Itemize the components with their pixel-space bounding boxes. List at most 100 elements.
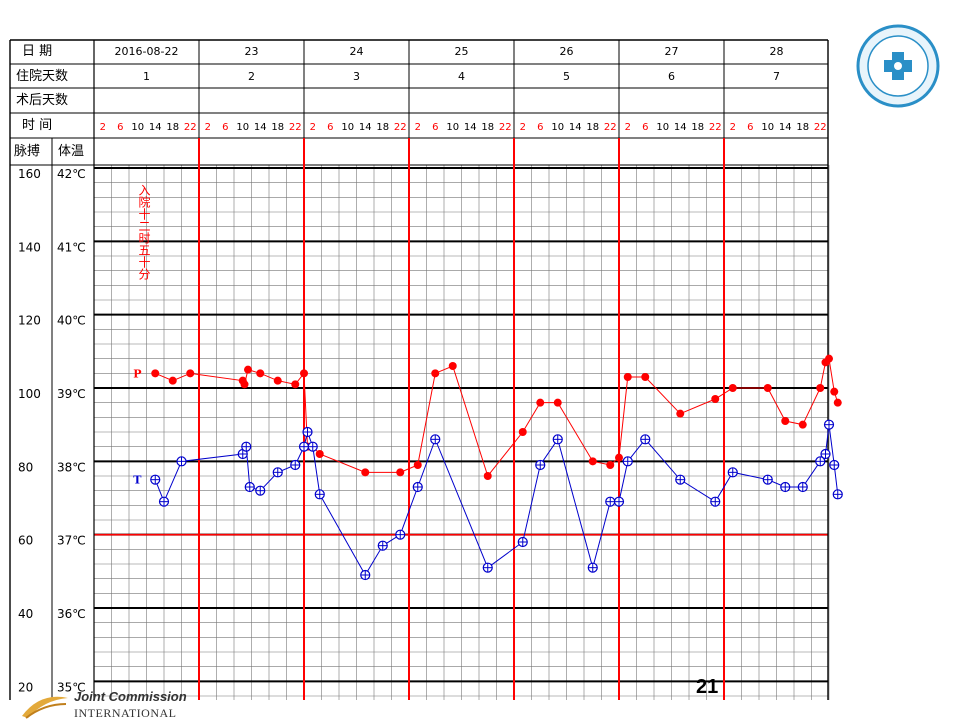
pulse-tick-label: 140 bbox=[18, 240, 41, 254]
temperature-point bbox=[302, 426, 313, 438]
temperature-axis-title: 体温 bbox=[58, 144, 84, 159]
pulse-point bbox=[315, 449, 324, 458]
jci-logo: Joint Commission INTERNATIONAL bbox=[18, 689, 198, 720]
chart-header-table: 日 期 住院天数 术后天数 时 间 脉搏 体温 bbox=[14, 44, 84, 159]
hour-slot-label: 18 bbox=[376, 122, 389, 133]
temperature-point bbox=[272, 467, 283, 478]
pulse-point bbox=[536, 398, 545, 407]
temperature-point bbox=[360, 569, 371, 581]
pulse-tick-label: 160 bbox=[18, 167, 41, 181]
pulse-point bbox=[151, 369, 160, 378]
pulse-point bbox=[615, 453, 623, 462]
temperature-point bbox=[675, 474, 686, 485]
pulse-tick-label: 60 bbox=[18, 534, 33, 548]
hour-slot-label: 22 bbox=[499, 122, 512, 133]
temperature-point bbox=[797, 481, 808, 493]
pulse-point bbox=[256, 369, 265, 378]
stay-days-row-label: 住院天数 bbox=[16, 69, 68, 84]
pulse-point bbox=[676, 409, 685, 418]
temperature-point bbox=[430, 434, 441, 445]
hour-slot-label: 6 bbox=[327, 122, 333, 133]
temperature-point bbox=[605, 496, 616, 507]
hour-slot-label: 6 bbox=[222, 122, 228, 133]
hour-slot-label: 2 bbox=[730, 122, 736, 133]
temperature-point bbox=[176, 456, 187, 467]
day-date-label: 28 bbox=[770, 45, 784, 58]
temperature-point bbox=[640, 434, 651, 445]
day-stay-label: 1 bbox=[143, 70, 150, 83]
temperature-tick-label: 41℃ bbox=[57, 240, 86, 254]
temperature-point bbox=[587, 562, 598, 573]
pulse-point bbox=[448, 361, 457, 370]
day-date-label: 23 bbox=[245, 45, 259, 58]
hour-slot-label: 2 bbox=[415, 122, 421, 133]
hour-slot-label: 22 bbox=[289, 122, 302, 133]
jci-name-line1: Joint Commission bbox=[74, 689, 187, 704]
hour-slot-label: 14 bbox=[569, 122, 582, 133]
time-row-label: 时 间 bbox=[22, 118, 52, 133]
temperature-tick-label: 38℃ bbox=[57, 460, 86, 474]
pulse-point bbox=[518, 427, 527, 436]
hour-slot-label: 10 bbox=[131, 122, 144, 133]
pulse-tick-label: 20 bbox=[18, 680, 33, 694]
temperature-point bbox=[552, 434, 563, 445]
pulse-point bbox=[553, 398, 562, 407]
pulse-point bbox=[825, 354, 833, 363]
temperature-point bbox=[829, 459, 840, 471]
temperature-point bbox=[241, 441, 252, 452]
hour-slot-label: 14 bbox=[779, 122, 792, 133]
pulse-point bbox=[763, 383, 772, 392]
temperature-tick-label: 42℃ bbox=[57, 167, 86, 181]
pulse-point bbox=[816, 383, 825, 392]
hospital-seal-logo bbox=[856, 24, 940, 108]
temperature-tick-label: 39℃ bbox=[57, 387, 86, 401]
pulse-point bbox=[606, 460, 615, 469]
temperature-point bbox=[820, 448, 831, 460]
hour-slot-label: 14 bbox=[464, 122, 477, 133]
pulse-point bbox=[781, 416, 790, 425]
pulse-point bbox=[833, 398, 842, 407]
jci-swoosh-icon bbox=[22, 696, 68, 719]
day-date-label: 25 bbox=[455, 45, 469, 58]
hour-slot-label: 18 bbox=[166, 122, 179, 133]
hour-slot-label: 18 bbox=[481, 122, 494, 133]
hour-slot-label: 18 bbox=[796, 122, 809, 133]
hour-slot-label: 2 bbox=[205, 122, 211, 133]
pulse-tick-label: 80 bbox=[18, 460, 33, 474]
temperature-point bbox=[710, 496, 721, 507]
day-columns-header: 2016-08-22 1 23 2 24 3 25 4 26 5 27 6 28 7 bbox=[115, 45, 784, 83]
pulse-point bbox=[300, 369, 308, 378]
page-number: 21 bbox=[696, 676, 719, 698]
pulse-point bbox=[291, 380, 300, 389]
day-stay-label: 5 bbox=[563, 70, 570, 83]
pulse-point bbox=[728, 383, 737, 392]
hour-slot-label: 6 bbox=[432, 122, 438, 133]
temperature-point bbox=[244, 481, 255, 493]
hour-slot-label: 2 bbox=[100, 122, 106, 133]
temperature-point bbox=[314, 489, 325, 500]
temperature-point bbox=[815, 456, 826, 467]
pulse-point bbox=[396, 468, 405, 477]
hour-slot-label: 18 bbox=[691, 122, 704, 133]
hour-slot-label: 14 bbox=[359, 122, 372, 133]
jci-name-line2: INTERNATIONAL bbox=[74, 706, 177, 720]
temperature-point bbox=[158, 496, 170, 507]
temperature-tick-label: 36℃ bbox=[57, 607, 86, 621]
temperature-tick-label: 37℃ bbox=[57, 534, 86, 548]
hour-slot-label: 14 bbox=[674, 122, 687, 133]
temperature-point bbox=[150, 474, 161, 485]
temperature-point bbox=[482, 562, 493, 573]
pulse-point bbox=[431, 369, 440, 378]
pulse-point bbox=[483, 471, 492, 480]
hour-slot-label: 10 bbox=[551, 122, 564, 133]
temperature-point bbox=[307, 441, 318, 452]
pulse-tick-label: 40 bbox=[18, 607, 33, 621]
day-stay-label: 3 bbox=[353, 70, 360, 83]
hour-slot-label: 6 bbox=[642, 122, 648, 133]
pulse-point bbox=[711, 394, 720, 403]
hour-slot-label: 18 bbox=[271, 122, 284, 133]
hour-slot-label: 10 bbox=[446, 122, 459, 133]
temperature-point bbox=[622, 456, 633, 467]
temperature-tick-label: 35℃ bbox=[57, 680, 86, 694]
